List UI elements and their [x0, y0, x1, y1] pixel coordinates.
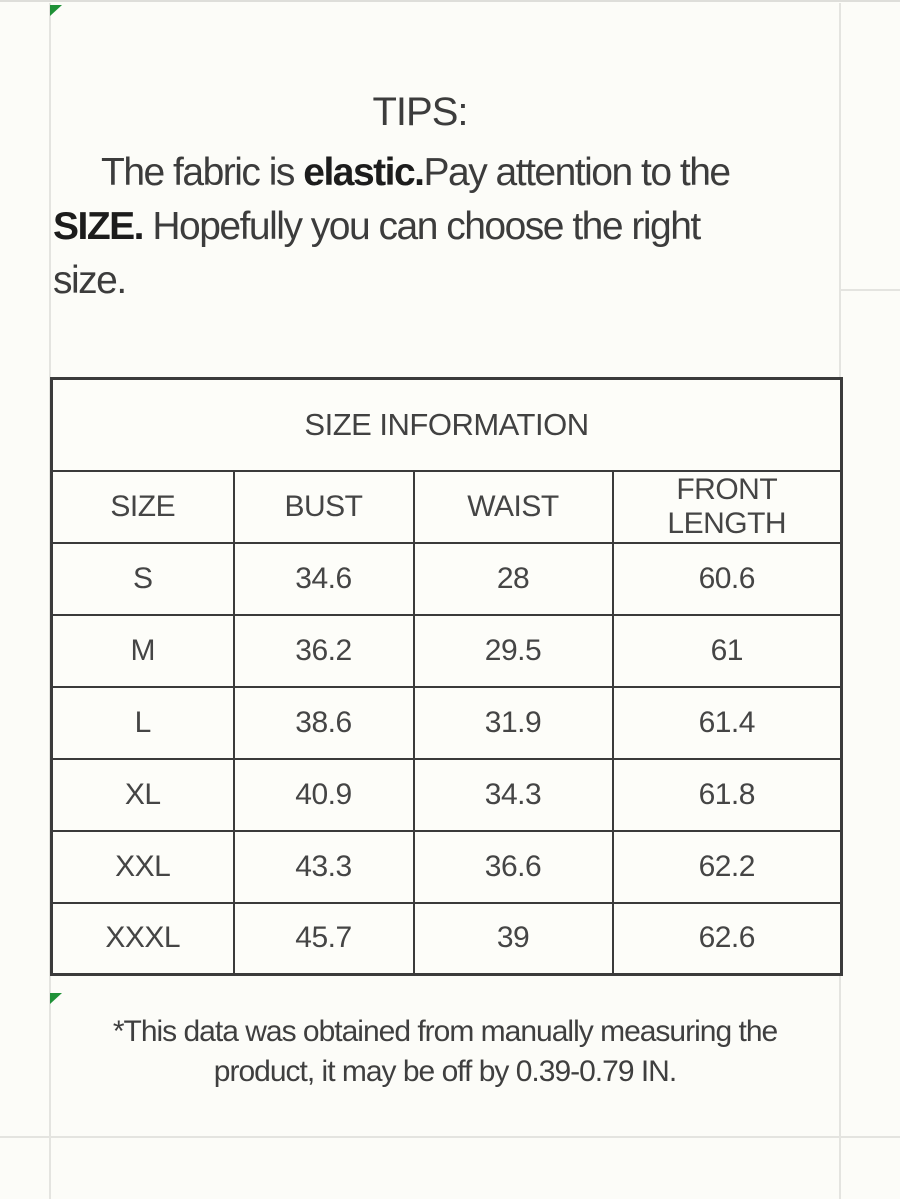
- size-value: L: [50, 685, 235, 760]
- size-value: XXXL: [50, 901, 235, 976]
- measurement-disclaimer: *This data was obtained from manually me…: [50, 1012, 840, 1092]
- disclaimer-line-1: *This data was obtained from manually me…: [112, 1015, 778, 1048]
- front-length-value: 62.6: [611, 901, 843, 976]
- table-row: M 36.2 29.5 61: [50, 613, 843, 688]
- col-header-bust: BUST: [232, 469, 415, 544]
- tips-line-3: size.: [53, 259, 127, 302]
- front-length-value: 61.4: [611, 685, 843, 760]
- tips-paragraph: The fabric is elastic.Pay attention to t…: [53, 146, 837, 308]
- tips-text: Hopefully you can choose the right: [143, 205, 701, 248]
- size-value: M: [50, 613, 235, 688]
- table-row: L 38.6 31.9 61.4: [50, 685, 843, 760]
- tips-text: The fabric is: [101, 151, 304, 194]
- size-information-table: SIZE INFORMATION SIZE BUST WAIST FRONT L…: [50, 377, 844, 976]
- table-header-row: SIZE BUST WAIST FRONT LENGTH: [50, 469, 843, 544]
- front-length-value: 61: [611, 613, 843, 688]
- tips-line-1: The fabric is elastic.Pay attention to t…: [53, 146, 837, 200]
- bust-value: 34.6: [232, 541, 415, 616]
- bust-value: 45.7: [232, 901, 415, 976]
- table-row: XXL 43.3 36.6 62.2: [50, 829, 843, 904]
- front-length-value: 62.2: [611, 829, 843, 904]
- green-corner-marker-icon: [50, 5, 62, 16]
- waist-value: 28: [412, 541, 614, 616]
- col-header-size: SIZE: [50, 469, 235, 544]
- table-title-row: SIZE INFORMATION: [50, 377, 843, 472]
- front-length-value: 61.8: [611, 757, 843, 832]
- waist-value: 34.3: [412, 757, 614, 832]
- table-row: XL 40.9 34.3 61.8: [50, 757, 843, 832]
- table-row: S 34.6 28 60.6: [50, 541, 843, 616]
- tips-bold-elastic: elastic.: [303, 151, 425, 194]
- disclaimer-line-2: product, it may be off by 0.39-0.79 IN.: [213, 1055, 677, 1088]
- size-value: XL: [50, 757, 235, 832]
- tips-heading: TIPS:: [372, 90, 468, 134]
- front-length-value: 60.6: [611, 541, 843, 616]
- bust-value: 43.3: [232, 829, 415, 904]
- waist-value: 36.6: [412, 829, 614, 904]
- tips-text: Pay attention to the: [423, 151, 732, 194]
- col-header-front-length: FRONT LENGTH: [611, 469, 843, 544]
- table-row: XXXL 45.7 39 62.6: [50, 901, 843, 976]
- size-value: XXL: [50, 829, 235, 904]
- green-corner-marker-icon: [50, 993, 62, 1004]
- waist-value: 39: [412, 901, 614, 976]
- bust-value: 38.6: [232, 685, 415, 760]
- waist-value: 31.9: [412, 685, 614, 760]
- gridline-bottom: [0, 1136, 900, 1138]
- col-header-waist: WAIST: [412, 469, 614, 544]
- gridline-top: [0, 0, 900, 2]
- size-value: S: [50, 541, 235, 616]
- bust-value: 40.9: [232, 757, 415, 832]
- bust-value: 36.2: [232, 613, 415, 688]
- gridline-row-right: [841, 289, 900, 291]
- waist-value: 29.5: [412, 613, 614, 688]
- tips-bold-size: SIZE.: [53, 205, 145, 248]
- tips-line-2: SIZE. Hopefully you can choose the right: [53, 200, 837, 254]
- table-title: SIZE INFORMATION: [50, 377, 843, 472]
